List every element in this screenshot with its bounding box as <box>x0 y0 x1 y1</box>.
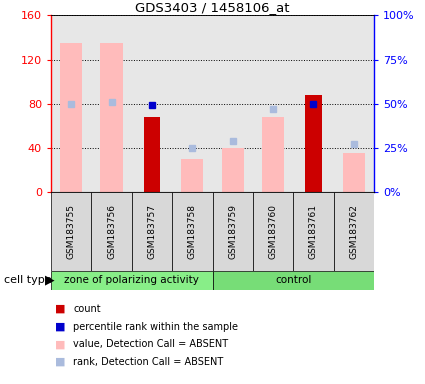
Text: zone of polarizing activity: zone of polarizing activity <box>64 275 199 285</box>
Bar <box>334 192 374 271</box>
Text: ■: ■ <box>55 322 66 332</box>
Bar <box>334 15 374 192</box>
Bar <box>293 192 334 271</box>
Bar <box>305 95 321 192</box>
Bar <box>51 271 212 290</box>
Text: GSM183756: GSM183756 <box>107 204 116 259</box>
Bar <box>51 192 91 271</box>
Text: GSM183758: GSM183758 <box>188 204 197 259</box>
Text: control: control <box>275 275 312 285</box>
Bar <box>172 192 212 271</box>
Text: rank, Detection Call = ABSENT: rank, Detection Call = ABSENT <box>73 357 224 367</box>
Text: GSM183757: GSM183757 <box>147 204 156 259</box>
Bar <box>132 192 172 271</box>
Bar <box>91 192 132 271</box>
Bar <box>343 153 365 192</box>
Bar <box>262 117 284 192</box>
Text: count: count <box>73 304 101 314</box>
Bar <box>132 15 172 192</box>
Bar <box>172 15 212 192</box>
Bar <box>51 15 91 192</box>
Bar <box>221 148 244 192</box>
Bar <box>293 15 334 192</box>
Bar <box>253 192 293 271</box>
Text: percentile rank within the sample: percentile rank within the sample <box>73 322 238 332</box>
Bar <box>60 43 82 192</box>
Text: ▶: ▶ <box>45 274 54 287</box>
Bar <box>212 271 374 290</box>
Bar <box>91 15 132 192</box>
Text: ■: ■ <box>55 304 66 314</box>
Text: GSM183762: GSM183762 <box>349 204 358 259</box>
Bar <box>100 43 123 192</box>
Bar <box>144 117 160 192</box>
Text: GSM183760: GSM183760 <box>269 204 278 259</box>
Title: GDS3403 / 1458106_at: GDS3403 / 1458106_at <box>135 1 290 14</box>
Text: GSM183761: GSM183761 <box>309 204 318 259</box>
Bar <box>212 15 253 192</box>
Text: GSM183759: GSM183759 <box>228 204 237 259</box>
Text: ■: ■ <box>55 357 66 367</box>
Text: value, Detection Call = ABSENT: value, Detection Call = ABSENT <box>73 339 228 349</box>
Text: GSM183755: GSM183755 <box>67 204 76 259</box>
Text: ■: ■ <box>55 339 66 349</box>
Bar <box>253 15 293 192</box>
Bar <box>212 192 253 271</box>
Text: cell type: cell type <box>4 275 52 285</box>
Bar <box>181 159 204 192</box>
